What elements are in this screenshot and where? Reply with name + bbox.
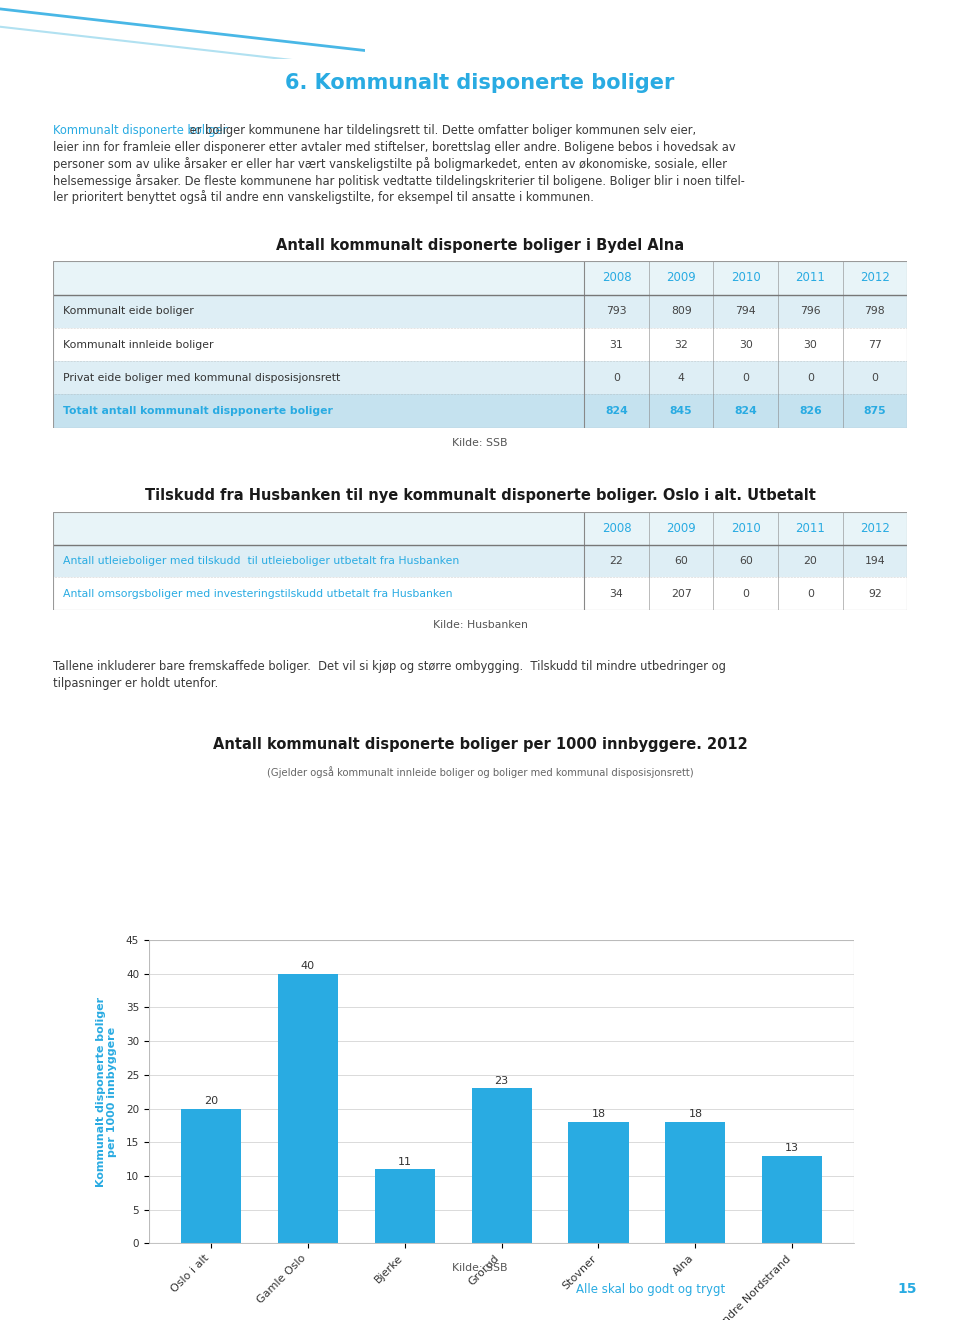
Bar — [568, 1122, 629, 1243]
Text: 22: 22 — [610, 556, 623, 566]
Text: 60: 60 — [739, 556, 753, 566]
Bar — [53, 327, 907, 362]
Text: personer som av ulike årsaker er eller har vært vanskeligstilte på boligmarkedet: personer som av ulike årsaker er eller h… — [53, 157, 727, 172]
Text: Kommunalt eide boliger: Kommunalt eide boliger — [63, 306, 194, 317]
Bar — [53, 577, 907, 610]
Text: helsemessige årsaker. De fleste kommunene har politisk vedtatte tildelingskriter: helsemessige årsaker. De fleste kommunen… — [53, 173, 745, 187]
Text: tilpasninger er holdt utenfor.: tilpasninger er holdt utenfor. — [53, 677, 218, 689]
Text: 207: 207 — [671, 589, 691, 598]
Text: Privat eide boliger med kommunal disposisjonsrett: Privat eide boliger med kommunal disposi… — [63, 372, 340, 383]
Text: 824: 824 — [734, 407, 757, 416]
Text: 798: 798 — [865, 306, 885, 317]
Text: leier inn for framleie eller disponerer etter avtaler med stiftelser, borettslag: leier inn for framleie eller disponerer … — [53, 140, 735, 153]
Text: Kommunalt disponerte boliger: Kommunalt disponerte boliger — [53, 124, 228, 137]
Text: Antall kommunalt disponerte boliger per 1000 innbyggere. 2012: Antall kommunalt disponerte boliger per … — [212, 737, 748, 751]
Bar — [762, 1156, 823, 1243]
Text: 31: 31 — [610, 339, 623, 350]
Text: 18: 18 — [591, 1109, 606, 1119]
Text: Kilde: SSB: Kilde: SSB — [452, 1263, 508, 1274]
Text: 0: 0 — [806, 372, 814, 383]
Bar — [53, 395, 907, 428]
Text: 845: 845 — [670, 407, 692, 416]
Text: er boliger kommunene har tildelingsrett til. Dette omfatter boliger kommunen sel: er boliger kommunene har tildelingsrett … — [186, 124, 696, 137]
Y-axis label: Kommunalt disponerte boliger
per 1000 innbyggere: Kommunalt disponerte boliger per 1000 in… — [96, 997, 117, 1187]
Bar — [149, 940, 854, 1243]
Bar — [53, 512, 907, 545]
Text: 2010: 2010 — [731, 272, 760, 285]
Text: 2011: 2011 — [796, 521, 826, 535]
Text: ler prioritert benyttet også til andre enn vanskeligstilte, for eksempel til ans: ler prioritert benyttet også til andre e… — [53, 190, 593, 205]
Text: Antall utleieboliger med tilskudd  til utleieboliger utbetalt fra Husbanken: Antall utleieboliger med tilskudd til ut… — [63, 556, 459, 566]
Bar — [53, 545, 907, 577]
Text: 6. Kommunalt disponerte boliger: 6. Kommunalt disponerte boliger — [285, 73, 675, 92]
Bar — [471, 1088, 532, 1243]
Text: 11: 11 — [397, 1156, 412, 1167]
Text: 2011: 2011 — [796, 272, 826, 285]
Text: Kilde: SSB: Kilde: SSB — [452, 438, 508, 449]
Text: 2012: 2012 — [860, 521, 890, 535]
Text: 2009: 2009 — [666, 272, 696, 285]
Text: Totalt antall kommunalt dispponerte boliger: Totalt antall kommunalt dispponerte boli… — [63, 407, 333, 416]
Text: 875: 875 — [864, 407, 886, 416]
Text: Kommunalt innleide boliger: Kommunalt innleide boliger — [63, 339, 213, 350]
Bar — [53, 294, 907, 327]
Text: 32: 32 — [674, 339, 688, 350]
Bar — [665, 1122, 726, 1243]
Text: 2012: 2012 — [860, 272, 890, 285]
Text: 30: 30 — [739, 339, 753, 350]
Text: Kilde: Husbanken: Kilde: Husbanken — [433, 620, 527, 631]
Text: 0: 0 — [613, 372, 620, 383]
Text: 793: 793 — [606, 306, 627, 317]
Text: 0: 0 — [872, 372, 878, 383]
Text: 13: 13 — [785, 1143, 800, 1154]
Text: 2010: 2010 — [731, 521, 760, 535]
Text: 809: 809 — [671, 306, 691, 317]
Text: Tallene inkluderer bare fremskaffede boliger.  Det vil si kjøp og større ombyggi: Tallene inkluderer bare fremskaffede bol… — [53, 660, 726, 673]
Text: 15: 15 — [898, 1282, 917, 1296]
Bar — [180, 1109, 241, 1243]
Text: 77: 77 — [868, 339, 882, 350]
Text: 794: 794 — [735, 306, 756, 317]
Text: 92: 92 — [868, 589, 882, 598]
Text: 2008: 2008 — [602, 521, 632, 535]
Text: 4: 4 — [678, 372, 684, 383]
Text: 30: 30 — [804, 339, 817, 350]
Text: Alle skal bo godt og trygt: Alle skal bo godt og trygt — [576, 1283, 725, 1296]
Text: Tilskudd fra Husbanken til nye kommunalt disponerte boliger. Oslo i alt. Utbetal: Tilskudd fra Husbanken til nye kommunalt… — [145, 488, 815, 503]
Text: 60: 60 — [674, 556, 688, 566]
Bar — [53, 362, 907, 395]
Text: 824: 824 — [605, 407, 628, 416]
Bar — [374, 1170, 435, 1243]
Text: 2009: 2009 — [666, 521, 696, 535]
Text: 34: 34 — [610, 589, 623, 598]
Text: 18: 18 — [688, 1109, 703, 1119]
Bar — [277, 974, 338, 1243]
Bar — [53, 261, 907, 294]
Text: 0: 0 — [806, 589, 814, 598]
Text: 2008: 2008 — [602, 272, 632, 285]
Text: (Gjelder også kommunalt innleide boliger og boliger med kommunal disposisjonsret: (Gjelder også kommunalt innleide boliger… — [267, 766, 693, 777]
Text: Antall omsorgsboliger med investeringstilskudd utbetalt fra Husbanken: Antall omsorgsboliger med investeringsti… — [63, 589, 452, 598]
Text: 40: 40 — [300, 961, 315, 972]
Text: Antall kommunalt disponerte boliger i Bydel Alna: Antall kommunalt disponerte boliger i By… — [276, 238, 684, 252]
Text: 20: 20 — [804, 556, 817, 566]
Text: 194: 194 — [865, 556, 885, 566]
Text: 20: 20 — [204, 1096, 218, 1106]
Text: 826: 826 — [799, 407, 822, 416]
Text: 0: 0 — [742, 589, 749, 598]
Text: 796: 796 — [800, 306, 821, 317]
Text: 23: 23 — [494, 1076, 509, 1085]
Text: 0: 0 — [742, 372, 749, 383]
